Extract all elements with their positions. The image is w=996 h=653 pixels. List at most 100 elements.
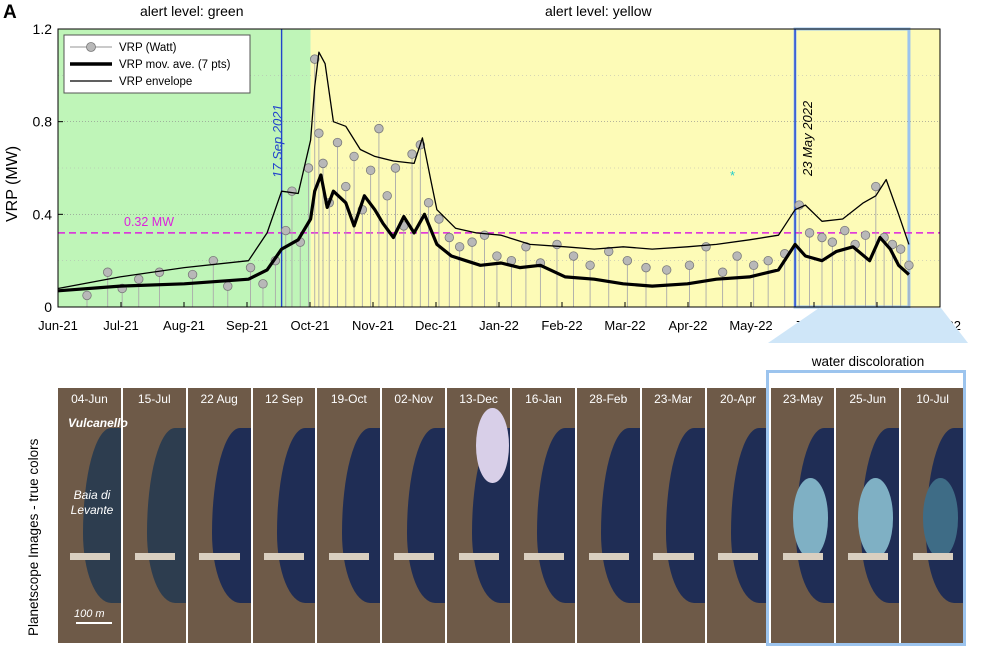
asterisk-marker: * [730, 168, 735, 183]
discoloration-label: water discoloration [811, 354, 925, 369]
x-tick-label: Jun-21 [38, 318, 78, 333]
scale-label: 100 m [74, 608, 105, 620]
vrp-marker [732, 251, 742, 261]
image-date-label: 25-Jun [849, 392, 887, 406]
legend: VRP (Watt) VRP mov. ave. (7 pts) VRP env… [63, 34, 251, 94]
vrp-marker [444, 232, 455, 243]
moving-average-line [57, 173, 910, 293]
harbour-jetty [912, 553, 954, 560]
harbour-jetty [458, 553, 500, 560]
satellite-image-tile: 25-Jun [836, 388, 902, 643]
harbour-jetty [783, 553, 824, 560]
scale-bar [76, 622, 112, 624]
vrp-chart: 0 0.4 0.8 1.2 Jun-21 Jul-21 Aug-21 Sep-21 Oct-21… [3, 2, 968, 372]
vrp-marker [314, 128, 324, 138]
vrp-marker [479, 230, 490, 240]
vrp-marker [804, 228, 815, 238]
harbour-jetty [329, 553, 370, 560]
image-date-label: 22 Aug [200, 392, 238, 406]
vrp-marker [187, 269, 198, 280]
vrp-marker [258, 279, 268, 289]
vrp-marker [318, 158, 328, 169]
satellite-image-tile: 04-Jun [58, 388, 123, 643]
vrp-marker [622, 255, 633, 266]
vrp-marker [827, 237, 838, 247]
legend-label-moving-average: VRP mov. ave. (7 pts) [119, 59, 231, 71]
y-tick-label: 0.8 [33, 114, 53, 130]
panel-b-letter: B [3, 371, 17, 372]
vrp-marker [454, 242, 465, 252]
vrp-marker [134, 274, 144, 284]
vrp-marker [82, 290, 92, 301]
vrp-marker [303, 163, 314, 173]
harbour-jetty [523, 553, 564, 560]
vrp-marker [871, 181, 881, 192]
sea-area [277, 428, 316, 603]
x-tick-label: Jan-22 [479, 318, 519, 333]
place-label-vulcanello: Vulcanello [68, 416, 128, 430]
image-date-label: 28-Feb [589, 392, 628, 406]
image-date-label: 15-Jul [137, 392, 171, 406]
discoloration-patch [922, 478, 959, 558]
image-date-label: 02-Nov [394, 392, 434, 406]
vrp-marker [374, 123, 384, 134]
harbour-jetty [264, 553, 305, 560]
satellite-image-tile: 12 Sep [252, 388, 318, 643]
x-tick-label: Mar-22 [604, 318, 645, 333]
vrp-marker [860, 230, 871, 240]
harbour-jetty [69, 553, 110, 560]
vrp-marker [349, 151, 359, 162]
satellite-image-tile: 28-Feb [576, 388, 642, 643]
discoloration-patch [792, 478, 829, 558]
legend-label-stems: VRP (Watt) [119, 42, 177, 54]
vrp-marker [817, 232, 827, 243]
panel-a-letter: A [3, 2, 17, 23]
vrp-marker [641, 262, 651, 273]
threshold-label: 0.32 MW [124, 215, 174, 229]
sea-area [342, 428, 381, 603]
vrp-marker [310, 54, 320, 64]
vrp-marker [223, 281, 233, 291]
sea-area [601, 428, 640, 603]
harbour-jetty [847, 553, 889, 560]
harbour-jetty [653, 553, 694, 560]
image-date-label: 13-Dec [459, 392, 498, 406]
harbour-jetty [718, 553, 759, 560]
x-tick-label: Sep-21 [226, 318, 268, 333]
vrp-marker [568, 251, 579, 261]
harbour-jetty [134, 553, 175, 560]
x-tick-label: Aug-21 [163, 318, 205, 333]
discoloration-patch [857, 478, 894, 558]
vrp-marker [904, 260, 914, 271]
x-tick-label: Jul-21 [103, 318, 138, 333]
sea-area [666, 428, 705, 603]
vrp-stem-series [82, 54, 914, 307]
event-label-may-2022: 23 May 2022 [800, 100, 815, 177]
y-axis-label: VRP (MW) [4, 146, 21, 222]
vrp-marker [748, 260, 759, 271]
sea-area [212, 428, 251, 603]
panel-b-y-label: Planetscope Images - true colors [26, 438, 41, 636]
vrp-marker [102, 267, 113, 277]
vrp-marker [382, 191, 392, 201]
alert-yellow-label: alert level: yellow [545, 3, 652, 19]
sea-area [406, 428, 446, 603]
image-date-label: 16-Jan [525, 392, 562, 406]
vrp-marker [341, 181, 351, 192]
image-date-label: 23-Mar [654, 392, 693, 406]
vrp-marker [332, 137, 343, 148]
y-tick-label: 0 [44, 299, 52, 315]
planetscope-image-strip: 04-Jun 15-Jul 22 Aug 12 Sep 19-Oct 02-Nov 13-D… [58, 388, 966, 643]
vrp-marker [717, 267, 728, 277]
harbour-jetty [199, 553, 240, 560]
legend-label-envelope: VRP envelope [119, 76, 192, 88]
vrp-marker [492, 251, 502, 261]
vrp-marker [684, 260, 695, 271]
discoloration-connector [768, 308, 968, 343]
image-date-label: 19-Oct [330, 392, 367, 406]
image-date-label: 23-May [782, 392, 823, 406]
satellite-image-tile: 23-May [771, 388, 837, 643]
vrp-marker [662, 265, 672, 275]
sea-area [536, 428, 575, 603]
x-tick-label: Nov-21 [352, 318, 394, 333]
